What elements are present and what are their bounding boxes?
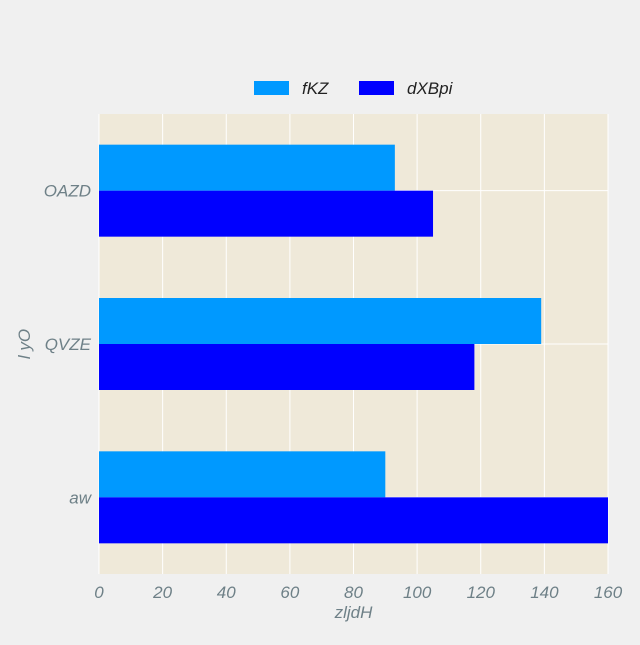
legend-swatch-dXBpi (359, 81, 394, 95)
x-tick-label: 0 (94, 583, 104, 602)
bar-dXBpi-aw (99, 497, 608, 544)
x-tick-label: 120 (467, 583, 496, 602)
bar-fKZ-OAZD (99, 144, 395, 191)
y-tick-label: aw (69, 488, 92, 507)
legend-swatch-fKZ (254, 81, 289, 95)
y-tick-labels: OAZD QVZE aw (44, 182, 93, 508)
legend-label-fKZ: fKZ (302, 79, 329, 98)
x-tick-label: 40 (217, 583, 236, 602)
bar-dXBpi-OAZD (99, 190, 434, 237)
legend: fKZ dXBpi (254, 79, 454, 98)
x-tick-label: 160 (594, 583, 623, 602)
y-axis-label: l yO (15, 329, 34, 359)
x-tick-label: 140 (530, 583, 559, 602)
bar-fKZ-QVZE (99, 298, 542, 344)
x-tick-label: 60 (280, 583, 299, 602)
bar-fKZ-aw (99, 451, 386, 498)
y-tick-label: QVZE (45, 335, 92, 354)
x-tick-labels: 0 20 40 60 80 100 120 140 160 (94, 583, 622, 602)
x-tick-label: 20 (152, 583, 172, 602)
x-axis-label: zljdH (334, 603, 374, 622)
legend-label-dXBpi: dXBpi (407, 79, 454, 98)
x-tick-label: 100 (403, 583, 432, 602)
x-tick-label: 80 (344, 583, 363, 602)
bars (99, 144, 608, 544)
y-tick-label: OAZD (44, 182, 91, 201)
bar-dXBpi-QVZE (99, 344, 475, 390)
